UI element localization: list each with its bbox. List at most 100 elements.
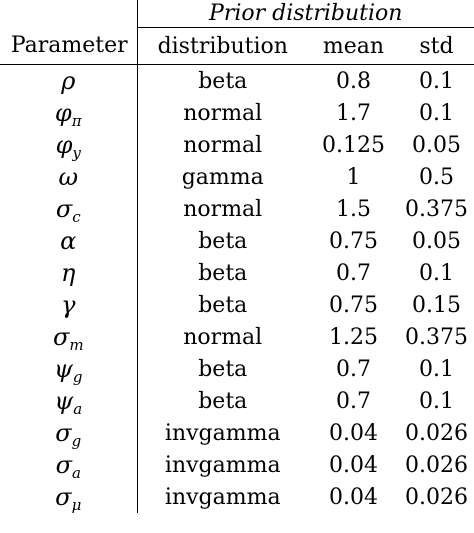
table-row: φy normal 0.125 0.05: [0, 129, 474, 161]
parameter-symbol: σ: [52, 323, 70, 351]
parameter-cell: α: [0, 225, 138, 257]
std-cell: 0.1: [419, 68, 454, 94]
parameter-symbol: ψ: [54, 355, 73, 383]
std-cell: 0.1: [419, 388, 454, 414]
parameter-symbol: φ: [54, 99, 72, 127]
distribution-cell: normal: [183, 324, 263, 350]
mean-cell: 1.25: [329, 324, 378, 350]
distribution-cell: beta: [198, 68, 248, 94]
parameter-symbol: ρ: [61, 67, 76, 95]
distribution-cell: beta: [198, 228, 248, 254]
table-row: η beta 0.7 0.1: [0, 257, 474, 289]
std-cell: 0.5: [419, 164, 454, 190]
mean-cell: 1: [346, 164, 361, 190]
distribution-cell: invgamma: [164, 452, 281, 478]
std-cell: 0.1: [419, 356, 454, 382]
distribution-cell: normal: [183, 100, 263, 126]
table-row: σc normal 1.5 0.375: [0, 193, 474, 225]
prior-distribution-header: Prior distribution: [137, 0, 474, 28]
parameter-subscript: g: [71, 432, 82, 450]
table-row: ω gamma 1 0.5: [0, 161, 474, 193]
table-row: σμ invgamma 0.04 0.026: [0, 481, 474, 513]
distribution-cell: beta: [198, 260, 248, 286]
parameter-subscript: μ: [71, 496, 82, 514]
prior-distribution-table: Prior distribution Parameter distributio…: [0, 0, 474, 513]
distribution-cell: beta: [198, 356, 248, 382]
parameter-subscript: g: [72, 368, 83, 386]
parameter-symbol: η: [61, 259, 76, 287]
parameter-subscript: c: [72, 208, 81, 226]
mean-cell: 0.125: [322, 132, 385, 158]
distribution-cell: beta: [198, 388, 248, 414]
parameter-symbol: σ: [55, 483, 72, 511]
mean-cell: 0.75: [329, 292, 378, 318]
parameter-cell: σc: [0, 193, 138, 226]
std-cell: 0.05: [412, 132, 461, 158]
empty-header-cell: [0, 0, 138, 28]
parameter-symbol: γ: [61, 291, 76, 319]
std-cell: 0.05: [412, 228, 461, 254]
parameter-cell: ρ: [0, 64, 138, 97]
std-column-header: std: [399, 27, 474, 65]
table-body: ρ beta 0.8 0.1 φπ normal 1.7 0.1 φy normal 0.125 0.…: [0, 64, 474, 513]
distribution-column-header: distribution: [137, 27, 308, 65]
distribution-cell: gamma: [181, 164, 264, 190]
parameter-symbol: ψ: [54, 387, 74, 415]
table-group-header-row: Prior distribution: [0, 0, 474, 28]
mean-cell: 1.7: [336, 100, 371, 126]
mean-column-header: mean: [308, 27, 399, 65]
std-cell: 0.1: [419, 100, 454, 126]
table-row: φπ normal 1.7 0.1: [0, 97, 474, 129]
parameter-cell: ψa: [0, 385, 138, 418]
table-column-header-row: Parameter distribution mean std: [0, 27, 474, 65]
mean-cell: 1.5: [336, 196, 371, 222]
parameter-cell: φy: [0, 129, 138, 162]
mean-cell: 0.7: [336, 388, 371, 414]
parameter-symbol: σ: [55, 451, 72, 479]
table-row: σa invgamma 0.04 0.026: [0, 449, 474, 481]
mean-cell: 0.7: [336, 260, 371, 286]
table-row: ψa beta 0.7 0.1: [0, 385, 474, 417]
table-row: α beta 0.75 0.05: [0, 225, 474, 257]
std-cell: 0.15: [412, 292, 461, 318]
mean-cell: 0.04: [329, 484, 378, 510]
parameter-symbol: ω: [58, 163, 79, 191]
table-row: σg invgamma 0.04 0.026: [0, 417, 474, 449]
parameter-cell: η: [0, 257, 138, 289]
parameter-cell: φπ: [0, 97, 138, 130]
std-cell: 0.026: [405, 484, 468, 510]
distribution-cell: beta: [198, 292, 248, 318]
parameter-cell: σμ: [0, 481, 138, 514]
parameter-subscript: y: [72, 144, 81, 162]
std-cell: 0.375: [405, 196, 468, 222]
parameter-subscript: a: [71, 464, 81, 482]
mean-cell: 0.04: [329, 420, 378, 446]
distribution-cell: normal: [183, 196, 263, 222]
parameter-symbol: φ: [55, 131, 73, 159]
parameter-subscript: π: [71, 112, 82, 130]
parameter-cell: σa: [0, 449, 138, 482]
mean-cell: 0.7: [336, 356, 371, 382]
parameter-column-header: Parameter: [0, 27, 138, 65]
parameter-cell: ω: [0, 161, 138, 193]
std-cell: 0.1: [419, 260, 454, 286]
distribution-cell: invgamma: [164, 420, 281, 446]
parameter-subscript: a: [73, 400, 83, 418]
std-cell: 0.375: [405, 324, 468, 350]
std-cell: 0.026: [405, 420, 468, 446]
table-row: γ beta 0.75 0.15: [0, 289, 474, 321]
mean-cell: 0.04: [329, 452, 378, 478]
table-row: ψg beta 0.7 0.1: [0, 353, 474, 385]
parameter-cell: σm: [0, 321, 138, 353]
parameter-cell: γ: [0, 289, 138, 321]
std-cell: 0.026: [405, 452, 468, 478]
distribution-cell: invgamma: [164, 484, 281, 510]
distribution-cell: normal: [183, 132, 263, 158]
parameter-symbol: α: [60, 227, 77, 255]
table-row: σm normal 1.25 0.375: [0, 321, 474, 353]
parameter-cell: σg: [0, 417, 138, 450]
mean-cell: 0.75: [329, 228, 378, 254]
table-row: ρ beta 0.8 0.1: [0, 64, 474, 97]
parameter-symbol: σ: [55, 419, 72, 447]
